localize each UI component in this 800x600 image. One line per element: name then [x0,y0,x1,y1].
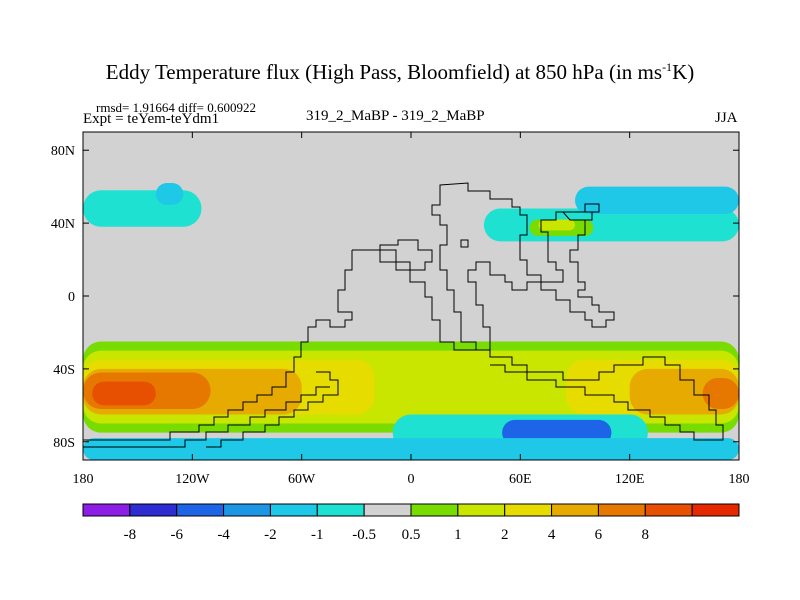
flux-region-1 [155,183,184,205]
colorbar-label-8: 2 [501,527,509,543]
x-tick-label-2: 60W [288,472,316,487]
colorbar-swatch-10 [551,503,599,517]
y-tick-label-0: 80N [51,144,75,159]
colorbar-label-2: -4 [217,527,230,543]
colorbar-label-4: -1 [311,527,324,543]
x-tick-label-6: 180 [729,472,750,487]
colorbar-swatch-7 [410,503,459,517]
colorbar-swatch-9 [504,503,553,517]
colorbar-swatch-3 [223,503,271,517]
flux-region-3 [575,186,739,214]
colorbar-label-10: 6 [595,527,603,543]
x-tick-label-5: 120E [615,472,645,487]
flux-region-13 [702,378,739,409]
colorbar-swatch-12 [644,503,693,517]
experiment-label: Expt = teYem-teYdm1 [83,111,220,127]
colorbar-swatch-11 [597,503,646,517]
colorbar-label-0: -8 [124,527,137,543]
chart-title: Eddy Temperature flux (High Pass, Bloomf… [105,60,695,84]
flux-region-14 [92,381,156,406]
colorbar-label-6: 0.5 [402,527,421,543]
coastline-outline [83,182,724,448]
colorbar-swatch-0 [82,503,131,517]
colorbar-label-1: -6 [170,527,183,543]
colorbar-label-7: 1 [454,527,462,543]
y-tick-label-4: 80S [53,436,75,451]
colorbar-label-11: 8 [642,527,650,543]
flux-region-5 [538,219,575,231]
colorbar-swatch-2 [176,503,225,517]
flux-region-0 [83,190,202,227]
colorbar-swatch-8 [457,503,506,517]
colorbar-label-9: 4 [548,527,556,543]
x-tick-label-0: 180 [73,472,94,487]
y-tick-label-1: 40N [51,217,75,232]
x-tick-label-1: 120W [175,472,210,487]
colorbar-label-5: -0.5 [352,527,376,543]
colorbar-swatch-13 [691,503,740,517]
season-label: JJA [715,110,738,126]
x-tick-label-3: 0 [408,472,415,487]
run-label: 319_2_MaBP - 319_2_MaBP [306,108,485,124]
colorbar-swatch-5 [316,503,365,517]
colorbar-swatch-6 [363,503,412,517]
plot-area [83,132,739,460]
x-tick-label-4: 60E [509,472,532,487]
colorbar: -8 -6 -4 -2 -1 -0.5 0.5 1 2 4 6 8 [82,503,740,543]
colorbar-label-3: -2 [264,527,277,543]
stats-label: rmsd= 1.91664 diff= 0.600922 [96,100,256,115]
colorbar-swatch-1 [129,503,178,517]
y-tick-label-2: 0 [68,290,75,305]
colorbar-swatch-4 [269,503,318,517]
y-tick-label-3: 40S [53,363,75,378]
flux-region-17 [83,438,739,460]
axes: 180 120W 60W 0 60E 120E 180 80N 40N 0 40S 80S [51,132,750,487]
